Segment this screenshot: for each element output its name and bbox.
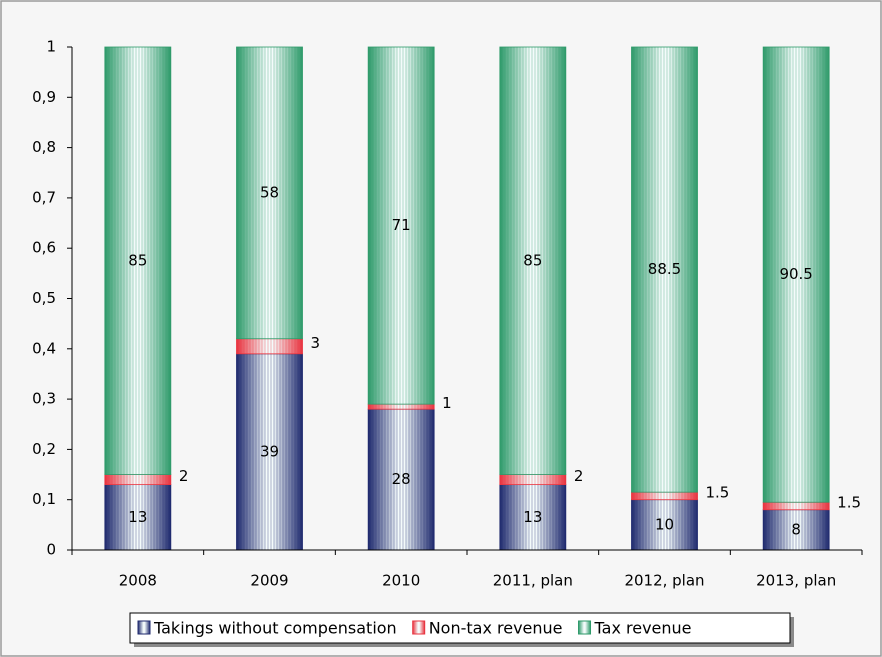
bar-texture	[104, 47, 171, 475]
data-label: 8	[791, 520, 801, 538]
bar-texture	[368, 47, 435, 405]
bar-texture	[368, 409, 435, 550]
legend-swatch	[578, 620, 592, 635]
data-label: 71	[392, 216, 411, 234]
x-tick-label: 2012, plan	[624, 572, 704, 590]
data-label: 85	[523, 251, 542, 269]
y-tick-label: 1	[46, 38, 56, 56]
bar-texture	[499, 47, 566, 475]
data-label: 13	[128, 508, 147, 526]
bar-texture	[236, 47, 303, 339]
y-tick-label: 0,6	[32, 239, 56, 257]
data-label: 13	[523, 508, 542, 526]
bar-texture	[631, 492, 698, 500]
data-label: 10	[655, 515, 674, 533]
bar-texture	[631, 499, 698, 550]
legend-label: Tax revenue	[594, 619, 692, 638]
data-label: 58	[260, 183, 279, 201]
x-tick-label: 2009	[250, 572, 288, 590]
data-label: 1.5	[837, 493, 861, 511]
bar-texture	[631, 47, 698, 493]
legend-label: Takings without compensation	[153, 619, 397, 638]
y-tick-label: 0,3	[32, 390, 56, 408]
y-tick-label: 0,8	[32, 138, 56, 156]
bar-texture	[236, 338, 303, 354]
data-label: 90.5	[779, 265, 812, 283]
y-tick-label: 0,9	[32, 88, 56, 106]
bar-texture	[499, 484, 566, 550]
bar-texture	[104, 484, 171, 550]
data-label: 85	[128, 251, 147, 269]
bar-texture	[499, 474, 566, 485]
y-tick-label: 0	[46, 541, 56, 559]
legend-swatch	[412, 620, 426, 635]
y-tick-label: 0,4	[32, 339, 56, 357]
data-label: 3	[311, 334, 321, 352]
data-label: 2	[574, 467, 584, 485]
data-label: 1	[442, 394, 452, 412]
bar-texture	[763, 47, 830, 503]
y-tick-label: 0,2	[32, 440, 56, 458]
legend-swatch	[137, 620, 151, 635]
data-label: 39	[260, 442, 279, 460]
data-label: 88.5	[648, 260, 681, 278]
data-label: 1.5	[706, 483, 730, 501]
y-tick-label: 0,7	[32, 188, 56, 206]
bar-texture	[763, 509, 830, 550]
data-label: 2	[179, 467, 189, 485]
legend-label: Non-tax revenue	[429, 619, 563, 638]
x-tick-label: 2013, plan	[756, 572, 836, 590]
x-tick-label: 2011, plan	[493, 572, 573, 590]
y-tick-label: 0,5	[32, 289, 56, 307]
bar-texture	[763, 502, 830, 510]
data-label: 28	[392, 470, 411, 488]
bar-texture	[236, 353, 303, 550]
bar-texture	[104, 474, 171, 485]
legend-box	[129, 612, 791, 644]
bar-texture	[368, 404, 435, 410]
x-tick-label: 2010	[382, 572, 420, 590]
x-tick-label: 2008	[119, 572, 157, 590]
y-tick-label: 0,1	[32, 490, 56, 508]
